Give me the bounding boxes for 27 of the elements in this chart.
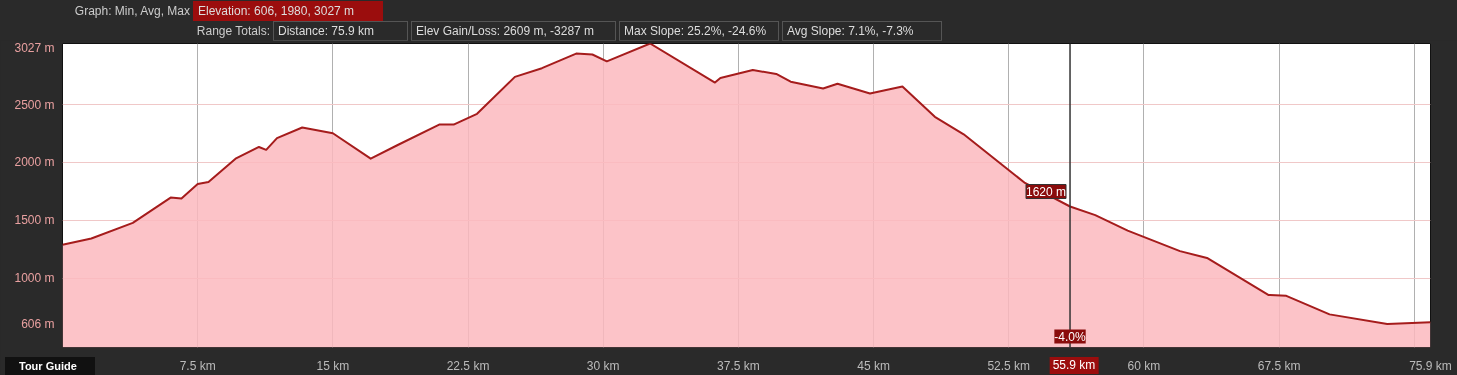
text: Elevation: 606, 1980, 3027 m	[193, 1, 383, 21]
x-tick-label: 67.5 km	[1257, 358, 1301, 373]
x-tick-label: 22.5 km	[446, 358, 490, 373]
x-tick-label: 7.5 km	[179, 358, 216, 373]
y-tick-label: 2000 m	[14, 155, 55, 170]
text: Distance: 75.9 km	[273, 21, 408, 41]
x-tick-label: 45 km	[857, 358, 890, 373]
text: Max Slope: 25.2%, -24.6%	[619, 21, 779, 41]
y-tick-label: 2500 m	[14, 97, 55, 112]
x-tick-label: 15 km	[316, 358, 350, 373]
annotation: 1620 m	[1026, 184, 1067, 199]
text: Range Totals:	[195, 23, 270, 40]
ref-line-label: 55.9 km	[1049, 357, 1099, 375]
y-tick-label: 606 m	[21, 316, 55, 331]
text: Graph: Min, Avg, Max	[73, 3, 190, 20]
x-tick-label: 37.5 km	[717, 358, 760, 373]
text: Avg Slope: 7.1%, -7.3%	[782, 21, 942, 41]
y-tick-label: 1000 m	[14, 271, 55, 286]
y-tick-label: 1500 m	[14, 213, 55, 228]
text: Elev Gain/Loss: 2609 m, -3287 m	[411, 21, 616, 41]
y-tick-label: 3027 m	[14, 40, 55, 55]
x-tick-label: 75.9 km	[1409, 358, 1452, 373]
text: Tour Guide	[5, 357, 95, 375]
annotation: -4.0%	[1054, 329, 1087, 344]
x-tick-label: 60 km	[1127, 358, 1161, 373]
x-tick-label: 52.5 km	[987, 358, 1031, 373]
x-tick-label: 30 km	[586, 358, 620, 373]
